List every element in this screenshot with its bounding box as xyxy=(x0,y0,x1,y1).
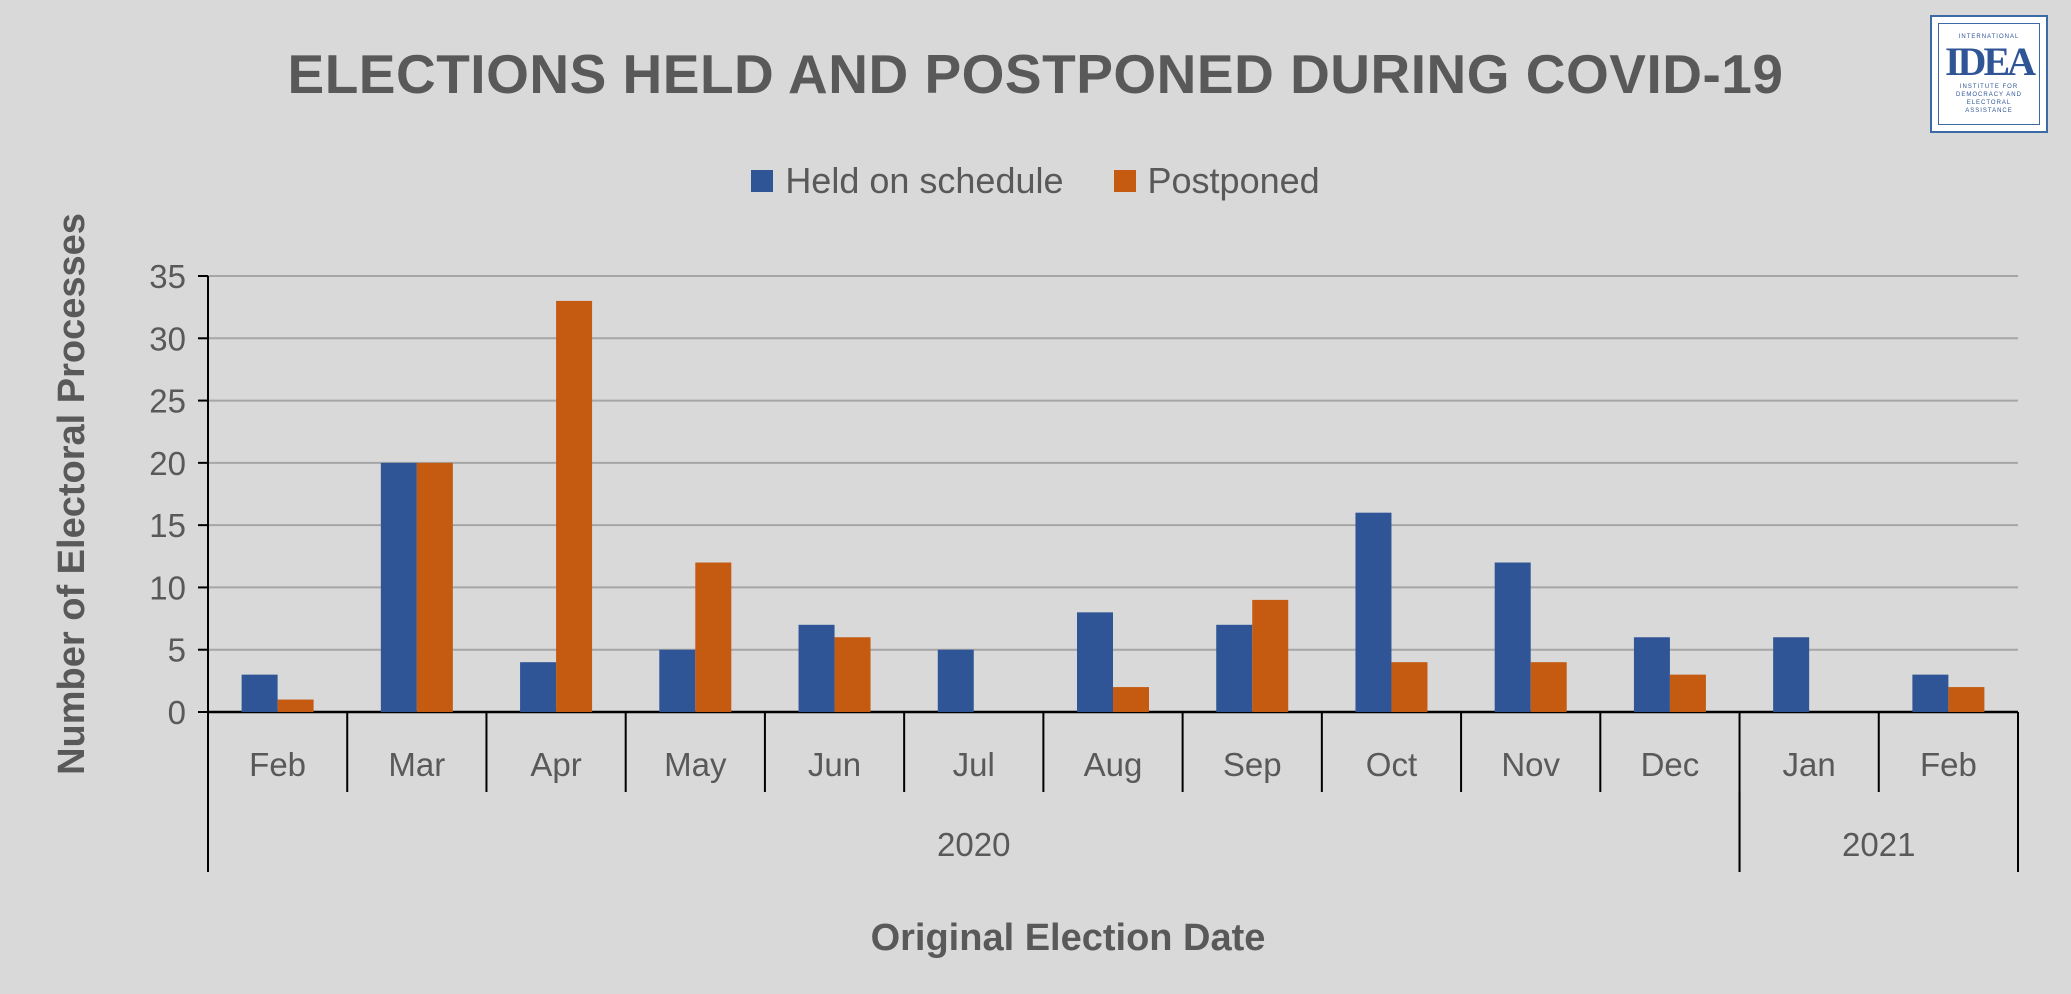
bar-postponed xyxy=(556,300,593,712)
bar-held xyxy=(520,662,557,712)
x-tick-label: Feb xyxy=(1920,746,1977,783)
idea-logo-mark: INTERNATIONAL IDEA INSTITUTE FOR DEMOCRA… xyxy=(1938,23,2040,125)
bar-postponed xyxy=(1252,599,1289,712)
x-tick-label: Feb xyxy=(249,746,306,783)
idea-logo-top-text: INTERNATIONAL xyxy=(1958,34,2020,40)
bar-held xyxy=(798,624,835,712)
legend-swatch-postponed xyxy=(1113,170,1136,192)
idea-logo-bottom-text: INSTITUTE FOR DEMOCRACY AND ELECTORAL AS… xyxy=(1956,84,2022,114)
legend-item-postponed: Postponed xyxy=(1113,160,1320,202)
bar-held xyxy=(659,649,696,712)
idea-logo-wordmark: IDEA xyxy=(1944,39,2036,84)
bar-held xyxy=(1633,637,1670,712)
bar-held xyxy=(1912,674,1949,712)
bar-postponed xyxy=(1948,687,1985,712)
bar-postponed xyxy=(1530,662,1567,712)
x-tick-label: May xyxy=(664,746,727,783)
chart-title: ELECTIONS HELD AND POSTPONED DURING COVI… xyxy=(287,43,1784,105)
x-tick-label: Sep xyxy=(1223,746,1282,783)
x-tick-label: Jun xyxy=(808,746,861,783)
x-tick-label: Jan xyxy=(1783,746,1836,783)
legend-label-held: Held on schedule xyxy=(785,160,1064,201)
x-tick-label: Nov xyxy=(1501,746,1560,783)
y-tick-label: 30 xyxy=(149,320,186,357)
x-tick-label: Apr xyxy=(530,746,581,783)
y-tick-label: 0 xyxy=(168,694,186,731)
y-tick-label: 5 xyxy=(168,632,186,669)
bar-held xyxy=(1494,562,1531,712)
bar-postponed xyxy=(277,699,314,712)
legend-swatch-held xyxy=(751,170,774,192)
bar-postponed xyxy=(834,637,871,712)
bar-held xyxy=(241,674,278,712)
bar-held xyxy=(1077,612,1113,712)
legend-label-postponed: Postponed xyxy=(1147,160,1320,201)
y-tick-label: 25 xyxy=(149,383,186,420)
year-group-label: 2020 xyxy=(937,826,1010,863)
y-tick-label: 20 xyxy=(149,445,186,482)
bar-postponed xyxy=(416,462,453,712)
bar-held xyxy=(380,462,417,712)
x-tick-label: Aug xyxy=(1084,746,1143,783)
bar-postponed xyxy=(1113,687,1149,712)
chart-legend: Held on schedule Postponed xyxy=(0,160,2071,202)
bar-held xyxy=(937,649,974,712)
y-axis-title: Number of Electoral Processes xyxy=(51,213,93,775)
bar-held xyxy=(1773,637,1810,712)
y-tick-label: 35 xyxy=(149,258,186,295)
bar-postponed xyxy=(695,562,732,712)
y-tick-label: 15 xyxy=(149,507,186,544)
x-tick-label: Dec xyxy=(1641,746,1700,783)
bar-postponed xyxy=(1391,662,1428,712)
x-tick-label: Oct xyxy=(1366,746,1417,783)
legend-item-held: Held on schedule xyxy=(751,160,1064,202)
x-tick-label: Jul xyxy=(953,746,995,783)
y-tick-label: 10 xyxy=(149,569,186,606)
year-group-label: 2021 xyxy=(1842,826,1915,863)
x-axis-title: Original Election Date xyxy=(871,917,1266,959)
x-tick-label: Mar xyxy=(388,746,445,783)
bar-held xyxy=(1355,512,1392,712)
bar-postponed xyxy=(1669,674,1706,712)
bar-held xyxy=(1216,624,1253,712)
idea-logo: INTERNATIONAL IDEA INSTITUTE FOR DEMOCRA… xyxy=(1930,15,2048,133)
